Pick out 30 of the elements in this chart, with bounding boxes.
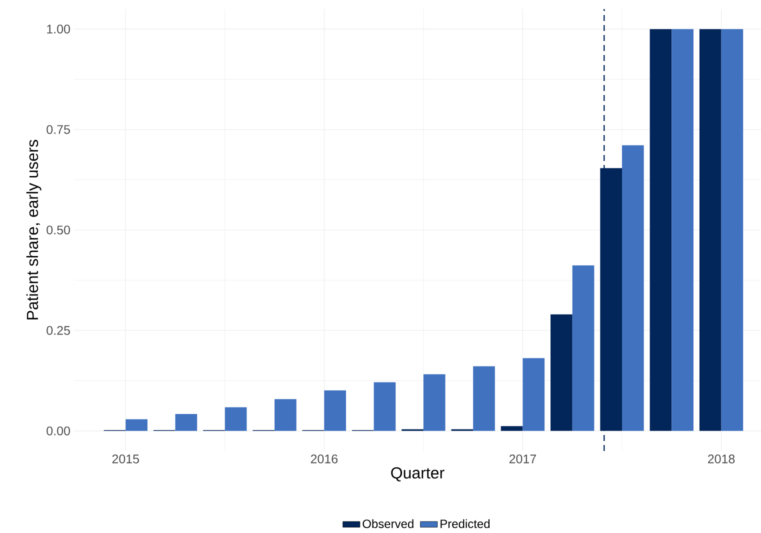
x-tick-label: 2015 xyxy=(112,454,140,464)
bar xyxy=(572,265,594,431)
bar xyxy=(550,314,572,431)
bar xyxy=(374,382,396,431)
legend-label: Predicted xyxy=(440,519,490,528)
bar xyxy=(175,414,198,431)
x-axis-title: Quarter xyxy=(391,467,444,482)
y-tick-label: 0.50 xyxy=(46,226,70,234)
bar xyxy=(522,358,545,431)
bar xyxy=(721,29,744,431)
bar xyxy=(126,419,148,431)
y-tick-label: 0.75 xyxy=(46,125,70,134)
y-tick-label: 0.00 xyxy=(46,426,70,436)
bar xyxy=(699,29,722,431)
bar xyxy=(274,399,296,431)
y-tick-label: 1.00 xyxy=(47,24,70,34)
bar xyxy=(672,29,694,431)
legend-label: Observed xyxy=(362,519,414,528)
bar xyxy=(224,407,247,431)
bar xyxy=(622,145,644,431)
bar xyxy=(324,390,346,431)
y-tick-label: 0.25 xyxy=(46,326,70,335)
bar xyxy=(500,426,523,431)
bar xyxy=(650,29,672,431)
x-tick-label: 2017 xyxy=(509,454,536,464)
x-tick-label: 2016 xyxy=(310,454,338,464)
bar xyxy=(473,366,495,431)
x-tick-label: 2018 xyxy=(708,454,735,464)
y-axis-title: Patient share, early users xyxy=(26,140,42,320)
bar xyxy=(423,374,446,431)
